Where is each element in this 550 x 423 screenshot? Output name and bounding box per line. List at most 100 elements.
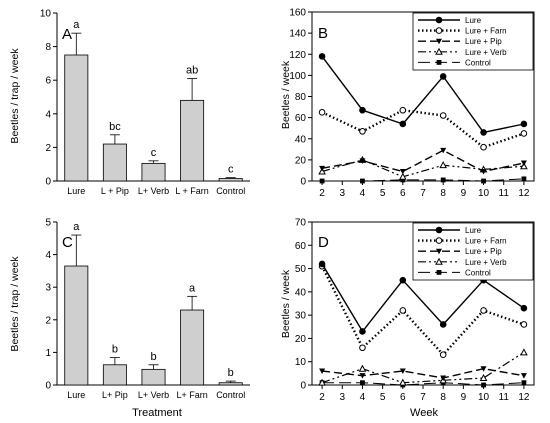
data-point xyxy=(520,373,527,379)
significance-letter: b xyxy=(228,367,234,379)
panel-a-letter: A xyxy=(62,26,72,43)
data-point xyxy=(439,351,447,359)
treatment-axis-label: Treatment xyxy=(132,407,182,419)
x-tick-label: L+ Pip xyxy=(102,390,128,400)
legend-marker xyxy=(435,237,443,244)
y-tick-label: 60 xyxy=(295,241,307,252)
legend-label: Lure xyxy=(465,16,482,25)
bar xyxy=(102,364,127,386)
data-point xyxy=(399,307,407,314)
panel-d-letter: D xyxy=(318,234,329,251)
y-tick-label: 50 xyxy=(295,264,307,275)
x-tick-label: 8 xyxy=(440,392,446,403)
panel-c-bar-chart: C Beetles / trap / week 0 1 2 3 4 5 a Lure b L+ P… xyxy=(9,218,250,400)
legend-marker xyxy=(436,60,442,65)
legend-marker xyxy=(436,38,442,45)
x-tick-label: 3 xyxy=(339,392,345,403)
x-tick-label: 6 xyxy=(400,392,406,403)
data-point xyxy=(479,373,488,382)
legend-label: Lure + Verb xyxy=(465,48,507,57)
y-tick-label: 0 xyxy=(45,381,51,392)
bar xyxy=(64,265,89,386)
data-point xyxy=(520,348,528,356)
legend-marker xyxy=(436,248,442,255)
data-point xyxy=(318,109,326,116)
data-point xyxy=(319,178,325,184)
x-tick-label: 8 xyxy=(440,188,446,199)
data-point xyxy=(481,178,486,184)
legend-label: Control xyxy=(465,58,491,67)
y-tick-label: 100 xyxy=(289,71,306,82)
y-tick-label: 40 xyxy=(295,287,307,298)
significance-letter: c xyxy=(228,164,234,176)
y-tick-label: 140 xyxy=(289,29,306,40)
series-line xyxy=(321,351,525,384)
data-point xyxy=(439,73,447,80)
bar xyxy=(141,162,166,182)
data-point xyxy=(439,321,447,328)
data-point xyxy=(440,147,447,154)
y-tick-label: 2 xyxy=(45,315,51,326)
bar xyxy=(102,143,127,182)
x-tick-label: 11 xyxy=(499,392,510,403)
bar xyxy=(218,382,243,386)
legend-label: Control xyxy=(465,268,491,277)
legend-box xyxy=(412,222,534,281)
data-point xyxy=(480,307,487,314)
data-point xyxy=(520,304,528,312)
significance-letter: a xyxy=(73,221,80,233)
data-point xyxy=(359,128,366,135)
data-point xyxy=(399,276,407,284)
data-point xyxy=(359,106,366,114)
significance-letter: bc xyxy=(109,121,121,133)
legend-label: Lure + Pip xyxy=(465,37,502,46)
x-tick-label: 5 xyxy=(380,392,386,403)
y-tick-label: 10 xyxy=(295,357,307,368)
x-tick-label: 9 xyxy=(461,188,467,199)
data-point xyxy=(318,260,326,268)
bar xyxy=(180,99,205,182)
x-tick-label: Control xyxy=(216,186,245,196)
x-tick-label: 6 xyxy=(400,188,406,199)
legend-marker xyxy=(435,257,443,265)
data-point xyxy=(440,177,446,183)
data-point xyxy=(360,178,365,184)
significance-letter: b xyxy=(150,351,156,363)
y-tick-label: 1 xyxy=(45,348,51,359)
bar xyxy=(218,178,243,182)
y-tick-label: 4 xyxy=(45,250,51,261)
x-tick-label: 11 xyxy=(499,188,510,199)
y-tick-label: 0 xyxy=(45,177,51,188)
x-tick-label: L + Farn xyxy=(175,186,208,196)
y-tick-label: 160 xyxy=(289,8,306,19)
y-tick-label: 30 xyxy=(295,311,307,322)
x-tick-label: L+ Verb xyxy=(138,390,169,400)
x-tick-label: 12 xyxy=(518,188,530,199)
significance-letter: ab xyxy=(186,65,198,77)
y-tick-label: 8 xyxy=(45,42,51,53)
x-tick-label: 4 xyxy=(360,188,366,199)
bar xyxy=(64,54,89,182)
legend-label: Lure + Farn xyxy=(465,237,507,246)
y-tick-label: 6 xyxy=(45,76,51,87)
significance-letter: b xyxy=(112,344,118,356)
legend-label: Lure + Verb xyxy=(465,258,507,267)
x-tick-label: L+ Verb xyxy=(138,186,169,196)
y-tick-label: 40 xyxy=(295,134,307,145)
legend-marker xyxy=(435,27,443,34)
x-tick-label: 12 xyxy=(518,392,530,403)
panel-b-line-chart: B Beetles / week 0 20 40 60 80 100 120 140 160 2 3… xyxy=(280,8,535,199)
series-line xyxy=(321,265,525,356)
data-point xyxy=(319,165,326,172)
legend-marker xyxy=(435,226,443,234)
panel-a-y-axis-label: Beetles / trap / week xyxy=(9,48,21,144)
legend-marker xyxy=(435,16,443,24)
x-tick-label: 10 xyxy=(478,392,490,403)
y-tick-label: 60 xyxy=(295,113,307,124)
panel-c-y-axis-label: Beetles / trap / week xyxy=(9,256,21,352)
x-tick-label: 7 xyxy=(420,392,426,403)
data-point xyxy=(521,380,527,386)
data-point xyxy=(520,120,528,128)
data-point xyxy=(399,368,406,375)
